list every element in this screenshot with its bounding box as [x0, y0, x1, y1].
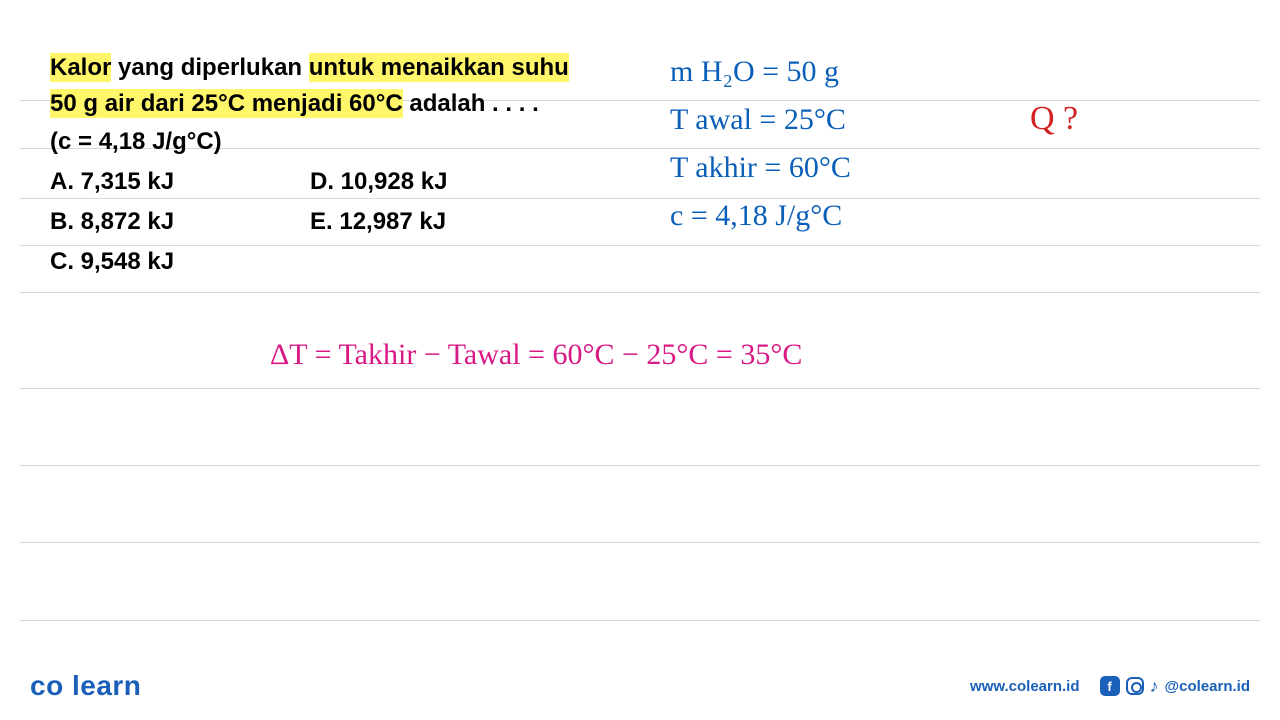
- option-e: E. 12,987 kJ: [310, 204, 490, 240]
- brand-logo: co learn: [30, 670, 141, 702]
- handwritten-question: Q ?: [1030, 100, 1078, 138]
- question-text: Kalor yang diperlukan untuk menaikkan su…: [50, 50, 610, 122]
- options-col-right: D. 10,928 kJ E. 12,987 kJ: [310, 164, 490, 280]
- hand-line-4: c = 4,18 J/g°C: [670, 192, 851, 240]
- option-b: B. 8,872 kJ: [50, 204, 230, 240]
- question-block: Kalor yang diperlukan untuk menaikkan su…: [50, 50, 610, 280]
- hand-line-1: m H₂O = 50 g: [670, 48, 851, 96]
- logo-dot: [64, 670, 72, 701]
- facebook-icon: f: [1100, 676, 1120, 696]
- social-links: f ♪ @colearn.id: [1100, 676, 1250, 697]
- footer-url: www.colearn.id: [970, 678, 1079, 695]
- ruled-line: [20, 465, 1260, 466]
- option-a: A. 7,315 kJ: [50, 164, 230, 200]
- option-d: D. 10,928 kJ: [310, 164, 490, 200]
- highlight-1: Kalor: [50, 53, 111, 82]
- hand-line-2: T awal = 25°C: [670, 96, 851, 144]
- footer: co learn www.colearn.id f ♪ @colearn.id: [30, 670, 1250, 702]
- handwritten-given: m H₂O = 50 g T awal = 25°C T akhir = 60°…: [670, 48, 851, 240]
- social-handle: @colearn.id: [1165, 678, 1250, 695]
- question-text-mid: yang diperlukan: [111, 54, 308, 81]
- lined-paper: Kalor yang diperlukan untuk menaikkan su…: [20, 20, 1260, 660]
- highlight-2: untuk menaikkan suhu: [309, 53, 569, 82]
- tiktok-icon: ♪: [1150, 676, 1159, 697]
- instagram-icon: [1126, 677, 1144, 695]
- options: A. 7,315 kJ B. 8,872 kJ C. 9,548 kJ D. 1…: [50, 164, 610, 280]
- hand-line-3: T akhir = 60°C: [670, 144, 851, 192]
- ruled-line: [20, 292, 1260, 293]
- question-text-rest: adalah . . . .: [403, 90, 539, 117]
- logo-part-a: co: [30, 670, 64, 701]
- highlight-3: 50 g air dari 25°C menjadi 60°C: [50, 89, 403, 118]
- ruled-line: [20, 620, 1260, 621]
- handwritten-delta-t: ΔT = Takhir − Tawal = 60°C − 25°C = 35°C: [270, 338, 802, 372]
- ruled-line: [20, 388, 1260, 389]
- logo-part-b: learn: [72, 670, 141, 701]
- option-c: C. 9,548 kJ: [50, 244, 230, 280]
- footer-right: www.colearn.id f ♪ @colearn.id: [970, 676, 1250, 697]
- given-constant: (c = 4,18 J/g°C): [50, 124, 610, 160]
- ruled-line: [20, 542, 1260, 543]
- options-col-left: A. 7,315 kJ B. 8,872 kJ C. 9,548 kJ: [50, 164, 230, 280]
